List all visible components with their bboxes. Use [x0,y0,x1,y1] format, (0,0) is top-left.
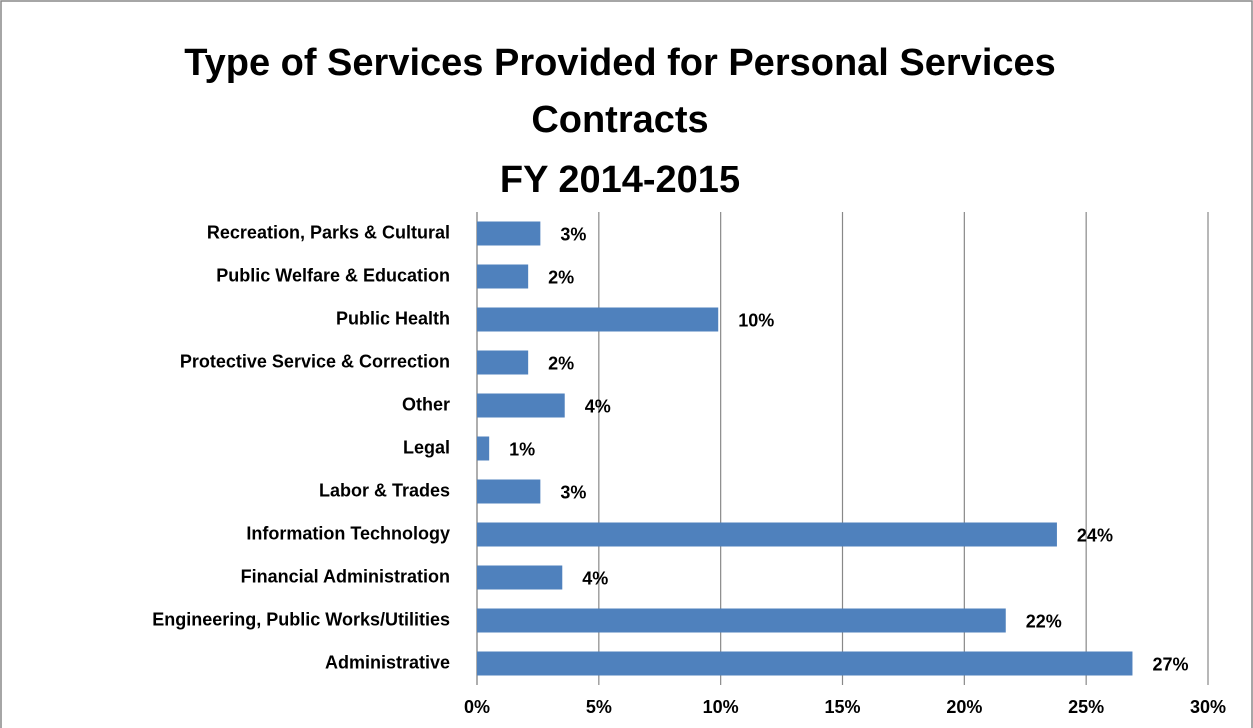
chart-title: Contracts [531,99,708,141]
bar [477,479,541,504]
y-tick-label: Information Technology [246,523,450,543]
bar [477,350,529,375]
y-tick-label: Public Welfare & Education [216,265,450,285]
data-label: 2% [548,353,574,373]
y-tick-label: Administrative [325,652,450,672]
data-label: 10% [738,310,774,330]
bar [477,522,1057,547]
bar [477,221,541,246]
x-tick-label: 30% [1190,697,1226,717]
y-tick-label: Public Health [336,308,450,328]
y-tick-label: Engineering, Public Works/Utilities [152,609,450,629]
bar [477,436,490,461]
y-tick-label: Labor & Trades [319,480,450,500]
x-tick-label: 15% [824,697,860,717]
y-tick-label: Other [402,394,450,414]
bar [477,651,1133,676]
data-label: 22% [1026,611,1062,631]
bar [477,608,1006,633]
x-tick-label: 10% [703,697,739,717]
data-label: 1% [509,439,535,459]
data-label: 4% [582,568,608,588]
data-label: 3% [560,224,586,244]
y-tick-label: Recreation, Parks & Cultural [207,222,450,242]
x-tick-label: 0% [464,697,490,717]
chart-title: Type of Services Provided for Personal S… [184,42,1056,84]
y-tick-label: Financial Administration [241,566,450,586]
y-tick-label: Legal [403,437,450,457]
data-label: 4% [585,396,611,416]
x-tick-label: 25% [1068,697,1104,717]
y-tick-label: Protective Service & Correction [180,351,450,371]
bar [477,393,565,418]
data-label: 27% [1152,654,1188,674]
x-tick-label: 20% [946,697,982,717]
x-tick-label: 5% [586,697,612,717]
data-label: 3% [560,482,586,502]
chart-title: FY 2014-2015 [500,159,740,201]
data-label: 2% [548,267,574,287]
data-label: 24% [1077,525,1113,545]
bar [477,264,529,289]
bar [477,565,563,590]
bar [477,307,719,332]
